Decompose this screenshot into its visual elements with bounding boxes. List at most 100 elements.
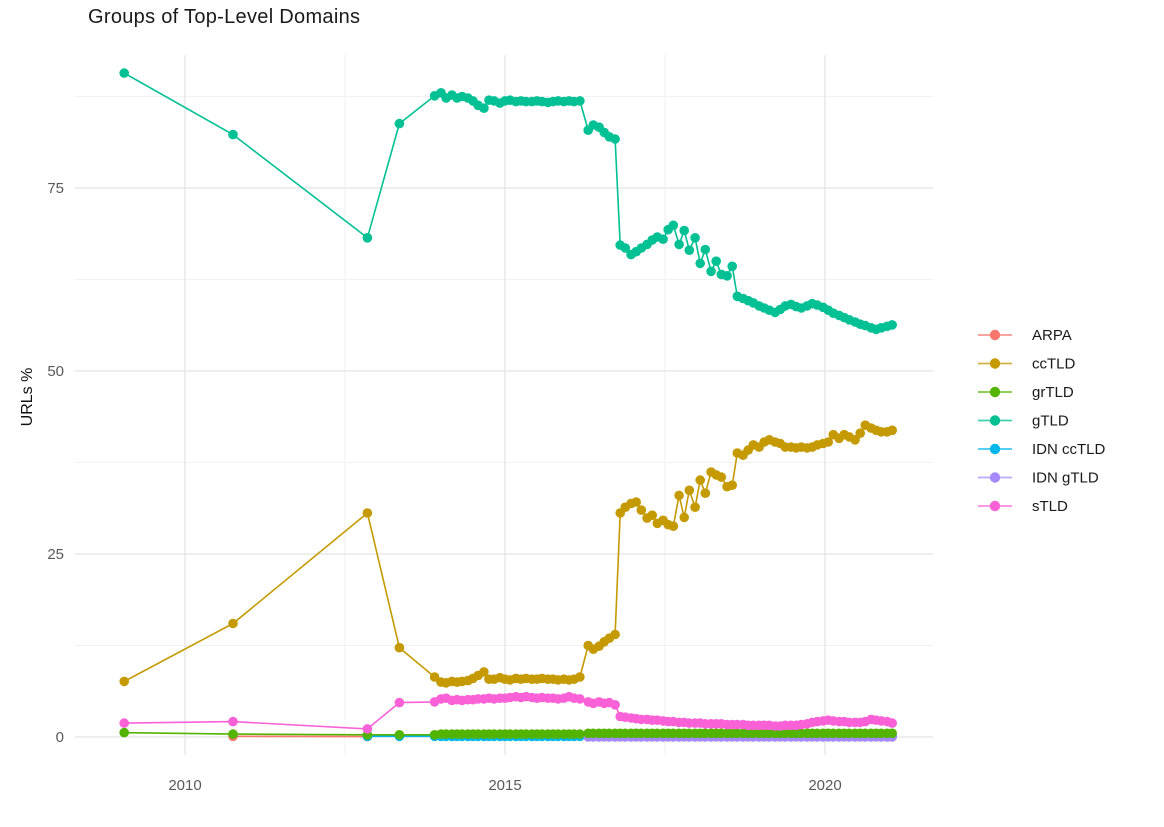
- data-point: [727, 261, 737, 272]
- legend-label: IDN gTLD: [1032, 470, 1099, 487]
- legend-swatch-dot: [989, 329, 1001, 341]
- data-point: [674, 239, 684, 250]
- x-tick-label: 2015: [488, 777, 521, 794]
- data-point: [119, 676, 129, 687]
- legend-swatch-dot: [989, 415, 1001, 426]
- data-point: [668, 521, 679, 531]
- legend-swatch-dot: [989, 472, 1001, 483]
- legend-swatch-dot: [989, 500, 1001, 512]
- data-point: [575, 672, 585, 682]
- data-point: [479, 103, 489, 113]
- data-point: [362, 233, 373, 243]
- legend-label: grTLD: [1032, 384, 1074, 401]
- data-point: [636, 505, 647, 515]
- legend-swatch-dot: [989, 386, 1001, 398]
- data-point: [119, 727, 129, 738]
- data-point: [228, 129, 238, 140]
- series-cctld: [119, 420, 897, 688]
- data-point: [228, 716, 238, 727]
- data-point: [575, 96, 585, 106]
- data-point: [394, 730, 405, 740]
- data-point: [610, 700, 620, 710]
- legend-item-stld: sTLD: [978, 498, 1068, 515]
- data-point: [362, 508, 373, 518]
- legend-swatch-dot: [989, 358, 1001, 369]
- data-point: [722, 271, 732, 281]
- gridlines-major: [75, 55, 933, 755]
- data-point: [228, 618, 238, 629]
- data-point: [394, 642, 405, 653]
- data-point: [823, 437, 833, 447]
- data-point: [668, 220, 679, 231]
- data-point: [119, 718, 129, 728]
- y-tick-label: 75: [47, 180, 64, 197]
- chart-title: Groups of Top-Level Domains: [88, 6, 361, 28]
- data-point: [706, 266, 716, 277]
- data-point: [850, 435, 860, 445]
- data-point: [228, 729, 238, 739]
- data-point: [695, 258, 705, 269]
- data-point: [575, 694, 585, 704]
- y-tick-label: 0: [56, 729, 64, 746]
- data-point: [620, 243, 631, 253]
- legend-item-idn-gtld: IDN gTLD: [978, 470, 1099, 487]
- data-point: [479, 667, 489, 677]
- data-point: [674, 490, 684, 501]
- gridlines-minor: [75, 55, 933, 755]
- data-point: [887, 728, 897, 739]
- legend-label: ccTLD: [1032, 356, 1076, 373]
- data-point: [727, 480, 737, 491]
- data-point: [855, 428, 865, 439]
- data-point: [690, 502, 700, 512]
- data-point: [887, 718, 897, 728]
- data-point: [658, 234, 668, 244]
- x-tick-label: 2010: [168, 777, 201, 794]
- series-layer: [119, 68, 897, 742]
- x-tick-label: 2020: [808, 777, 841, 794]
- y-tick-label: 50: [47, 363, 64, 380]
- legend-swatch-dot: [989, 443, 1001, 455]
- legend-item-gtld: gTLD: [978, 413, 1069, 430]
- data-point: [610, 134, 620, 144]
- series-arpa: [228, 731, 373, 742]
- legend-item-cctld: ccTLD: [978, 356, 1076, 373]
- data-point: [700, 244, 711, 255]
- legend-item-idn-cctld: IDN ccTLD: [978, 441, 1106, 458]
- legend-item-arpa: ARPA: [978, 327, 1072, 344]
- legend-label: IDN ccTLD: [1032, 441, 1106, 458]
- legend-label: gTLD: [1032, 413, 1069, 430]
- series-stld: [119, 691, 897, 734]
- data-point: [362, 724, 373, 734]
- legend-label: ARPA: [1032, 327, 1072, 344]
- data-point: [887, 320, 897, 330]
- data-point: [887, 425, 897, 436]
- data-point: [119, 68, 129, 78]
- data-point: [429, 672, 440, 682]
- data-point: [394, 697, 405, 708]
- data-point: [575, 729, 585, 739]
- legend-item-grtld: grTLD: [978, 384, 1074, 401]
- series-line: [123, 72, 894, 331]
- data-point: [631, 497, 641, 507]
- legend-label: sTLD: [1032, 498, 1068, 515]
- data-point: [684, 245, 695, 255]
- y-axis-tick-labels: 0 25 50 75: [47, 180, 64, 746]
- legend: ARPA ccTLD grTLD gTLD IDN ccTLD IDN gTLD sTLD: [978, 327, 1106, 515]
- data-point: [679, 512, 689, 523]
- x-axis-tick-labels: 2010 2015 2020: [168, 777, 841, 794]
- y-tick-label: 25: [47, 546, 64, 563]
- data-point: [711, 256, 721, 267]
- data-point: [700, 488, 711, 499]
- data-point: [679, 225, 689, 236]
- data-point: [394, 118, 405, 129]
- data-point: [684, 485, 695, 496]
- y-axis-title: URLs %: [19, 367, 36, 427]
- data-point: [716, 472, 727, 482]
- series-gtld: [119, 68, 897, 335]
- series-grtld: [119, 727, 897, 740]
- data-point: [610, 629, 620, 640]
- data-point: [647, 510, 657, 520]
- data-point: [695, 475, 705, 485]
